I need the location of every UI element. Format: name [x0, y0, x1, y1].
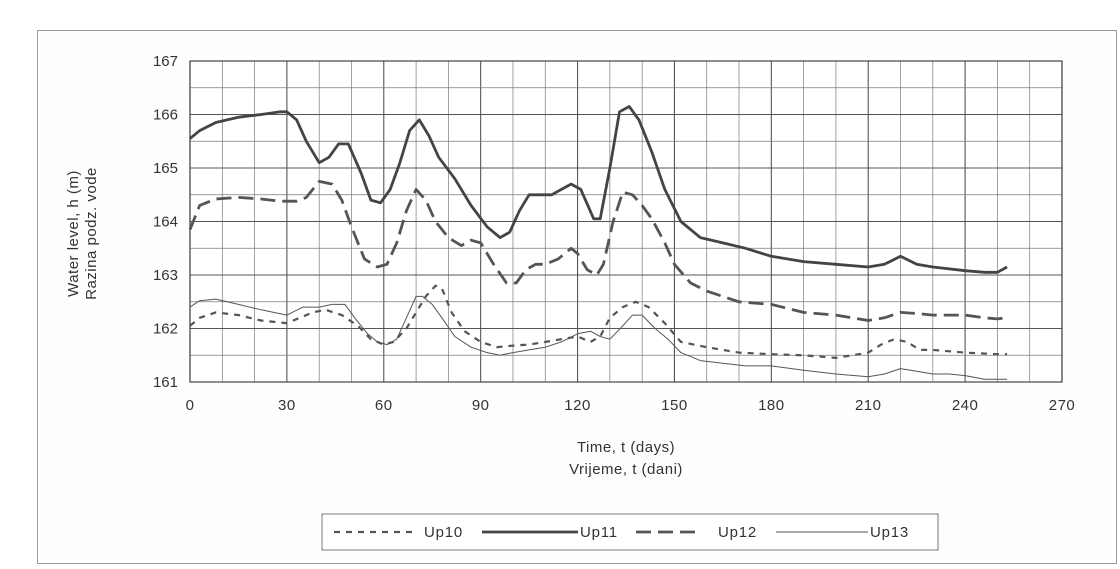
- y-tick-label: 167: [153, 53, 178, 70]
- x-axis-label-line: Vrijeme, t (dani): [569, 461, 683, 478]
- x-tick-label: 0: [186, 397, 195, 414]
- x-axis-label-line: Time, t (days): [577, 439, 675, 456]
- y-tick-label: 165: [153, 160, 178, 177]
- series-line-up11: [189, 105, 1008, 274]
- x-tick-label: 30: [278, 397, 296, 414]
- y-tick-label: 164: [153, 214, 178, 231]
- plot-border: [189, 60, 1063, 383]
- legend: Up10 Up11 Up12 Up13: [321, 513, 939, 551]
- x-tick-label: 60: [375, 397, 393, 414]
- x-tick-label: 150: [661, 397, 688, 414]
- legend-label-up12: Up12: [718, 524, 757, 541]
- y-tick-label: 163: [153, 267, 178, 284]
- y-tick-label: 161: [153, 374, 178, 391]
- x-axis-label: Time, t (days) Vrijeme, t (dani): [569, 439, 683, 478]
- line-chart: 161 162 163 164 165 166 167 0 30 60 90 120 150 180 21…: [65, 53, 1076, 551]
- y-tick-label: 166: [153, 107, 178, 124]
- legend-label-up13: Up13: [870, 524, 909, 541]
- x-tick-label: 270: [1049, 397, 1076, 414]
- x-tick-label: 90: [472, 397, 490, 414]
- x-tick-label: 210: [855, 397, 882, 414]
- series-line-up12: [188, 179, 1008, 322]
- chart-frame: 161 162 163 164 165 166 167 0 30 60 90 120 150 180 21…: [37, 30, 1117, 564]
- series-line-up13: [189, 295, 1008, 380]
- series-group: [188, 105, 1008, 380]
- x-tick-label: 240: [952, 397, 979, 414]
- legend-label-up11: Up11: [580, 524, 618, 541]
- y-axis-label: Water level, h (m) Razina podz. vode: [65, 167, 100, 300]
- x-tick-label: 120: [564, 397, 591, 414]
- y-axis-label-line: Water level, h (m): [65, 170, 82, 297]
- legend-label-up10: Up10: [424, 524, 463, 541]
- x-tick-labels: 0 30 60 90 120 150 180 210 240 270: [186, 397, 1076, 414]
- y-tick-label: 162: [153, 321, 178, 338]
- y-tick-labels: 161 162 163 164 165 166 167: [153, 53, 178, 391]
- y-axis-label-line: Razina podz. vode: [83, 167, 100, 300]
- x-tick-label: 180: [758, 397, 785, 414]
